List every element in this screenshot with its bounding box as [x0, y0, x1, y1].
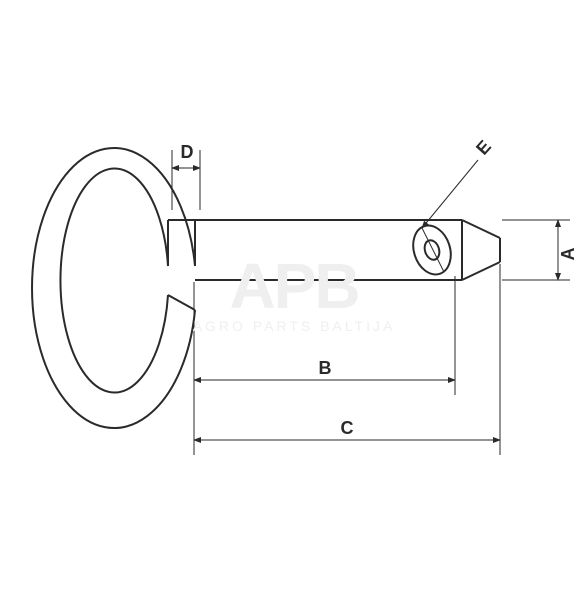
handle-ring [32, 148, 195, 428]
tip-lower-chamfer [462, 262, 500, 280]
technical-drawing-svg: D E A B C [0, 0, 588, 588]
handle-gap-cap-lower [168, 295, 195, 310]
diagram-canvas: D E A B C APB AGRO [0, 0, 588, 588]
handle-inner [60, 169, 168, 393]
dimension-c-label: C [341, 418, 354, 438]
tip-upper-chamfer [462, 220, 500, 238]
dimension-b-label: B [319, 358, 332, 378]
cross-hole [407, 221, 457, 280]
hole-ellipse-inner [422, 238, 441, 261]
handle-outer [32, 148, 195, 428]
hole-ellipse-outer [407, 221, 457, 280]
dimension-e-label: E [472, 136, 495, 158]
dimension-d-label: D [181, 142, 194, 162]
dim-e-leader [422, 160, 478, 228]
dimension-a-label: A [558, 248, 578, 261]
